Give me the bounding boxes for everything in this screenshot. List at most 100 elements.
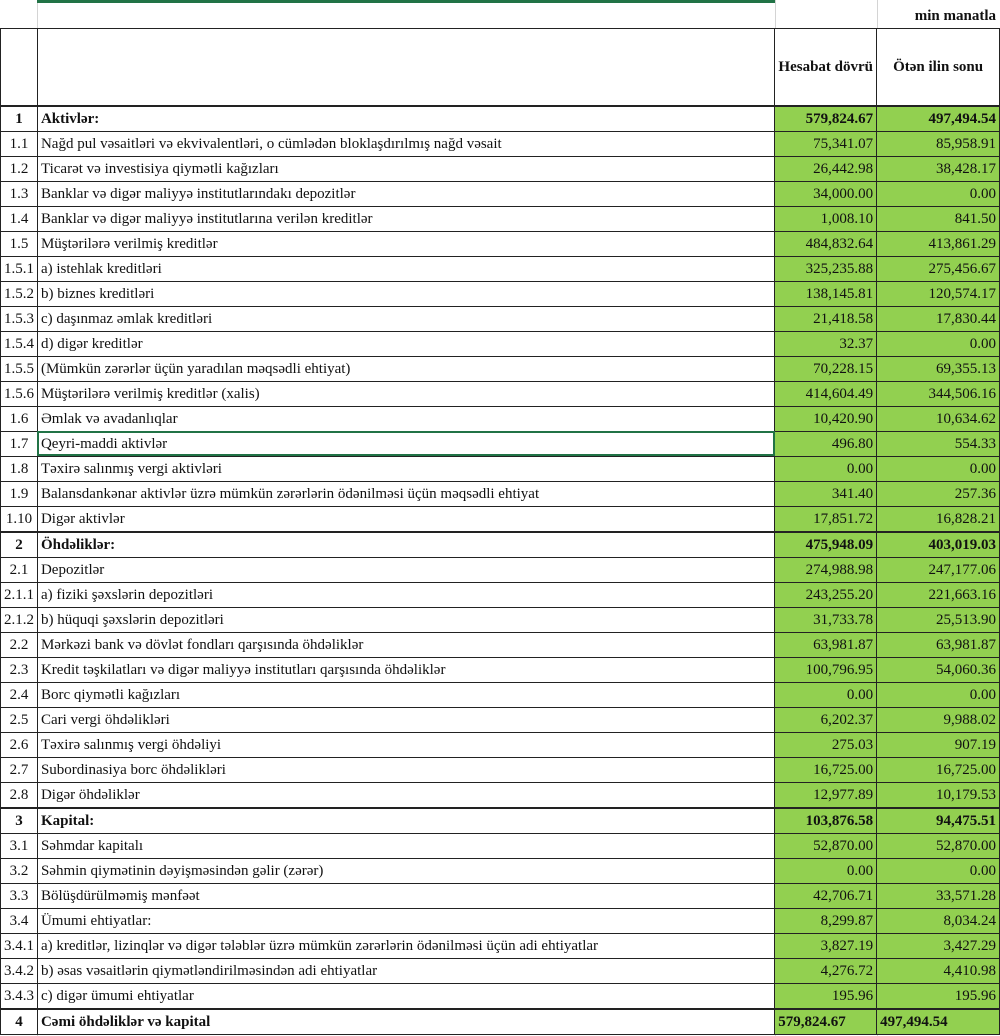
row-label[interactable]: Qeyri-maddi aktivlər xyxy=(36,430,776,457)
previous-year-value[interactable]: 52,870.00 xyxy=(876,832,1000,859)
header-label-cell[interactable] xyxy=(36,28,776,106)
current-period-value[interactable]: 75,341.07 xyxy=(774,130,878,157)
current-period-value[interactable]: 21,418.58 xyxy=(774,305,878,332)
row-label[interactable]: Aktivlər: xyxy=(36,104,776,132)
current-period-value[interactable]: 0.00 xyxy=(774,455,878,482)
header-no-cell[interactable] xyxy=(0,28,38,106)
current-period-value[interactable]: 243,255.20 xyxy=(774,581,878,608)
row-label[interactable]: Əmlak və avadanlıqlar xyxy=(36,405,776,432)
header-previous-year[interactable]: Ötən ilin sonu xyxy=(876,28,1000,106)
current-period-value[interactable]: 17,851.72 xyxy=(774,505,878,532)
row-label[interactable]: Səhmdar kapitalı xyxy=(36,832,776,859)
row-label[interactable]: Səhmin qiymətinin dəyişməsindən gəlir (z… xyxy=(36,857,776,884)
row-number[interactable]: 1.5.2 xyxy=(0,280,38,307)
previous-year-value[interactable]: 0.00 xyxy=(876,455,1000,482)
current-period-value[interactable]: 6,202.37 xyxy=(774,706,878,733)
previous-year-value[interactable]: 94,475.51 xyxy=(876,806,1000,834)
current-period-value[interactable]: 4,276.72 xyxy=(774,957,878,984)
row-label[interactable]: d) digər kreditlər xyxy=(36,330,776,357)
row-label[interactable]: Subordinasiya borc öhdəlikləri xyxy=(36,756,776,783)
current-period-value[interactable]: 325,235.88 xyxy=(774,255,878,282)
current-period-value[interactable]: 496.80 xyxy=(774,430,878,457)
previous-year-value[interactable]: 9,988.02 xyxy=(876,706,1000,733)
row-label[interactable]: Kapital: xyxy=(36,806,776,834)
row-label[interactable]: a) kreditlər, lizinqlər və digər tələblə… xyxy=(36,932,776,959)
row-label[interactable]: Nağd pul vəsaitləri və ekvivalentləri, o… xyxy=(36,130,776,157)
current-period-value[interactable]: 16,725.00 xyxy=(774,756,878,783)
row-number[interactable]: 2.1 xyxy=(0,556,38,583)
previous-year-value[interactable]: 257.36 xyxy=(876,480,1000,507)
row-label[interactable]: Balansdankənar aktivlər üzrə mümkün zərə… xyxy=(36,480,776,507)
current-period-value[interactable]: 0.00 xyxy=(774,681,878,708)
row-number[interactable]: 2.6 xyxy=(0,731,38,758)
row-number[interactable]: 2.5 xyxy=(0,706,38,733)
previous-year-value[interactable]: 17,830.44 xyxy=(876,305,1000,332)
current-period-value[interactable]: 32.37 xyxy=(774,330,878,357)
row-label[interactable]: Banklar və digər maliyyə institutlarında… xyxy=(36,180,776,207)
row-number[interactable]: 1.5.6 xyxy=(0,380,38,407)
row-number[interactable]: 1.6 xyxy=(0,405,38,432)
row-number[interactable]: 1.3 xyxy=(0,180,38,207)
row-label[interactable]: (Mümkün zərərlər üçün yaradılan məqsədli… xyxy=(36,355,776,382)
previous-year-value[interactable]: 38,428.17 xyxy=(876,155,1000,182)
row-label[interactable]: Ümumi ehtiyatlar: xyxy=(36,907,776,934)
previous-year-value[interactable]: 120,574.17 xyxy=(876,280,1000,307)
row-number[interactable]: 1.5.5 xyxy=(0,355,38,382)
current-period-value[interactable]: 70,228.15 xyxy=(774,355,878,382)
row-number[interactable]: 3.2 xyxy=(0,857,38,884)
previous-year-value[interactable]: 907.19 xyxy=(876,731,1000,758)
row-number[interactable]: 2.1.2 xyxy=(0,606,38,633)
previous-year-value[interactable]: 0.00 xyxy=(876,180,1000,207)
row-label[interactable]: Cəmi öhdəliklər və kapital xyxy=(36,1007,776,1035)
previous-year-value[interactable]: 63,981.87 xyxy=(876,631,1000,658)
row-number[interactable]: 1.4 xyxy=(0,205,38,232)
row-number[interactable]: 3.4.3 xyxy=(0,982,38,1009)
previous-year-value[interactable]: 4,410.98 xyxy=(876,957,1000,984)
previous-year-value[interactable]: 54,060.36 xyxy=(876,656,1000,683)
row-number[interactable]: 2.8 xyxy=(0,781,38,808)
current-period-value[interactable]: 0.00 xyxy=(774,857,878,884)
previous-year-value[interactable]: 554.33 xyxy=(876,430,1000,457)
row-label[interactable]: Bölüşdürülməmiş mənfəət xyxy=(36,882,776,909)
row-number[interactable]: 2 xyxy=(0,530,38,558)
current-period-value[interactable]: 12,977.89 xyxy=(774,781,878,808)
previous-year-value[interactable]: 275,456.67 xyxy=(876,255,1000,282)
current-period-value[interactable]: 579,824.67 xyxy=(774,1007,878,1035)
row-number[interactable]: 3 xyxy=(0,806,38,834)
row-label[interactable]: Borc qiymətli kağızları xyxy=(36,681,776,708)
row-label[interactable]: Digər aktivlər xyxy=(36,505,776,532)
current-period-value[interactable]: 100,796.95 xyxy=(774,656,878,683)
previous-year-value[interactable]: 33,571.28 xyxy=(876,882,1000,909)
row-label[interactable]: a) istehlak kreditləri xyxy=(36,255,776,282)
previous-year-value[interactable]: 0.00 xyxy=(876,857,1000,884)
current-period-value[interactable]: 26,442.98 xyxy=(774,155,878,182)
previous-year-value[interactable]: 3,427.29 xyxy=(876,932,1000,959)
row-number[interactable]: 1.9 xyxy=(0,480,38,507)
row-label[interactable]: Banklar və digər maliyyə institutlarına … xyxy=(36,205,776,232)
row-number[interactable]: 1.1 xyxy=(0,130,38,157)
row-number[interactable]: 2.4 xyxy=(0,681,38,708)
row-number[interactable]: 3.4 xyxy=(0,907,38,934)
current-period-value[interactable]: 341.40 xyxy=(774,480,878,507)
row-number[interactable]: 1 xyxy=(0,104,38,132)
previous-year-value[interactable]: 10,634.62 xyxy=(876,405,1000,432)
current-period-value[interactable]: 31,733.78 xyxy=(774,606,878,633)
row-number[interactable]: 3.1 xyxy=(0,832,38,859)
previous-year-value[interactable]: 497,494.54 xyxy=(876,1007,1000,1035)
previous-year-value[interactable]: 69,355.13 xyxy=(876,355,1000,382)
current-period-value[interactable]: 63,981.87 xyxy=(774,631,878,658)
previous-year-value[interactable]: 0.00 xyxy=(876,681,1000,708)
row-number[interactable]: 1.5.4 xyxy=(0,330,38,357)
row-number[interactable]: 1.5.1 xyxy=(0,255,38,282)
current-period-value[interactable]: 484,832.64 xyxy=(774,230,878,257)
current-period-value[interactable]: 414,604.49 xyxy=(774,380,878,407)
row-label[interactable]: b) əsas vəsaitlərin qiymətləndirilməsind… xyxy=(36,957,776,984)
previous-year-value[interactable]: 403,019.03 xyxy=(876,530,1000,558)
row-number[interactable]: 2.7 xyxy=(0,756,38,783)
row-label[interactable]: Kredit təşkilatları və digər maliyyə ins… xyxy=(36,656,776,683)
row-number[interactable]: 2.2 xyxy=(0,631,38,658)
previous-year-value[interactable]: 25,513.90 xyxy=(876,606,1000,633)
header-current-period[interactable]: Hesabat dövrü xyxy=(774,28,878,106)
current-period-value[interactable]: 8,299.87 xyxy=(774,907,878,934)
row-label[interactable]: Digər öhdəliklər xyxy=(36,781,776,808)
